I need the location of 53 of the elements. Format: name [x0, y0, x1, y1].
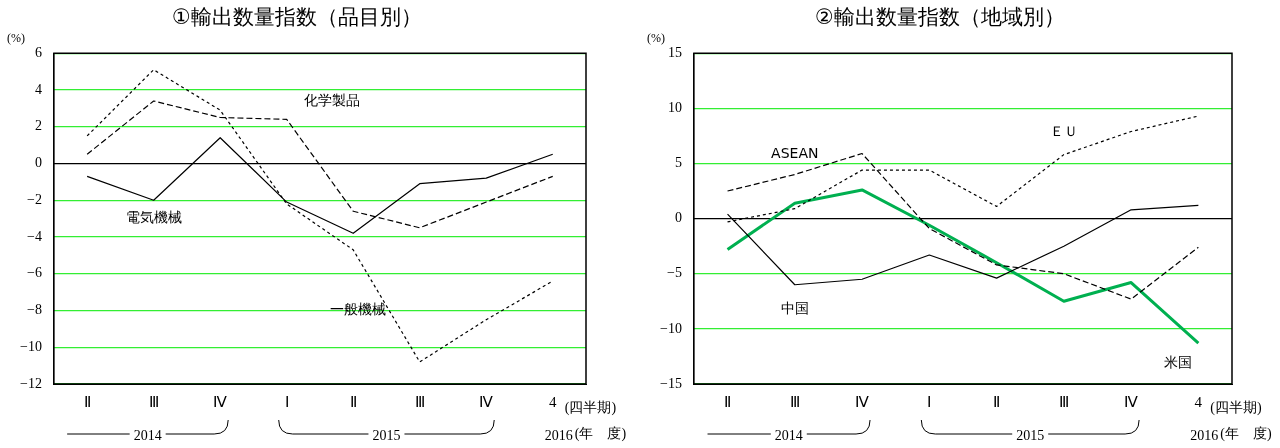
x-tick-label: Ⅲ: [1058, 393, 1069, 410]
x-tick-label: Ⅳ: [213, 393, 228, 410]
y-tick-label: 4: [34, 81, 42, 97]
y-axis-title: (%): [6, 31, 25, 46]
x-tick-label: Ⅲ: [414, 393, 425, 410]
series-label: 中国: [780, 300, 809, 317]
x-tick-label: Ⅲ: [148, 393, 159, 410]
x-tick-label: Ⅰ: [927, 393, 932, 410]
x-tick-label: Ⅱ: [993, 393, 1001, 410]
y-tick-label: 10: [667, 100, 682, 116]
text: 2015: [372, 427, 401, 443]
x-tick-label: Ⅱ: [724, 393, 732, 410]
x-tick-label: 4: [548, 393, 557, 410]
y-tick-label: 2: [34, 118, 42, 134]
series-label: 電気機械: [125, 208, 182, 225]
text: 2016: [544, 427, 573, 443]
series-label: ASEAN: [771, 145, 819, 162]
y-axis-title: (%): [646, 31, 665, 46]
x-tick-label: Ⅱ: [83, 393, 91, 410]
y-tick-label: −8: [26, 302, 42, 318]
y-tick-label: −4: [26, 228, 42, 244]
y-tick-label: −6: [26, 265, 42, 281]
series-label: ＥＵ: [1049, 123, 1078, 140]
y-tick-label: 6: [34, 44, 42, 60]
text: (年 度): [1220, 425, 1273, 442]
text: (四半期): [1210, 399, 1263, 416]
x-tick-label: 4: [1194, 393, 1203, 410]
text: (四半期): [564, 399, 617, 416]
y-tick-label: −12: [19, 375, 42, 391]
text: (年 度): [574, 425, 627, 442]
y-tick-label: −15: [659, 375, 682, 391]
x-tick-label: Ⅳ: [855, 393, 870, 410]
y-tick-label: 0: [34, 155, 42, 171]
y-tick-label: 0: [674, 210, 682, 226]
text: 2015: [1016, 427, 1045, 443]
text: 2016: [1190, 427, 1219, 443]
text: 2014: [133, 427, 162, 443]
x-tick-label: Ⅳ: [1124, 393, 1139, 410]
text: 2014: [774, 427, 803, 443]
x-tick-label: Ⅲ: [789, 393, 800, 410]
chart-title: ②輸出数量指数（地域別）: [815, 5, 1065, 30]
y-tick-label: −10: [19, 338, 42, 354]
y-tick-label: 5: [674, 155, 682, 171]
y-tick-label: −2: [26, 191, 42, 207]
x-tick-label: Ⅰ: [284, 393, 289, 410]
x-tick-label: Ⅳ: [479, 393, 494, 410]
series-label: 米国: [1164, 353, 1193, 370]
y-tick-label: 15: [667, 44, 682, 60]
x-tick-label: Ⅱ: [349, 393, 357, 410]
y-tick-label: −5: [666, 265, 682, 281]
y-tick-label: −10: [659, 320, 682, 336]
series-label: 化学製品: [303, 92, 360, 108]
chart-title: ①輸出数量指数（品目別）: [172, 5, 422, 30]
